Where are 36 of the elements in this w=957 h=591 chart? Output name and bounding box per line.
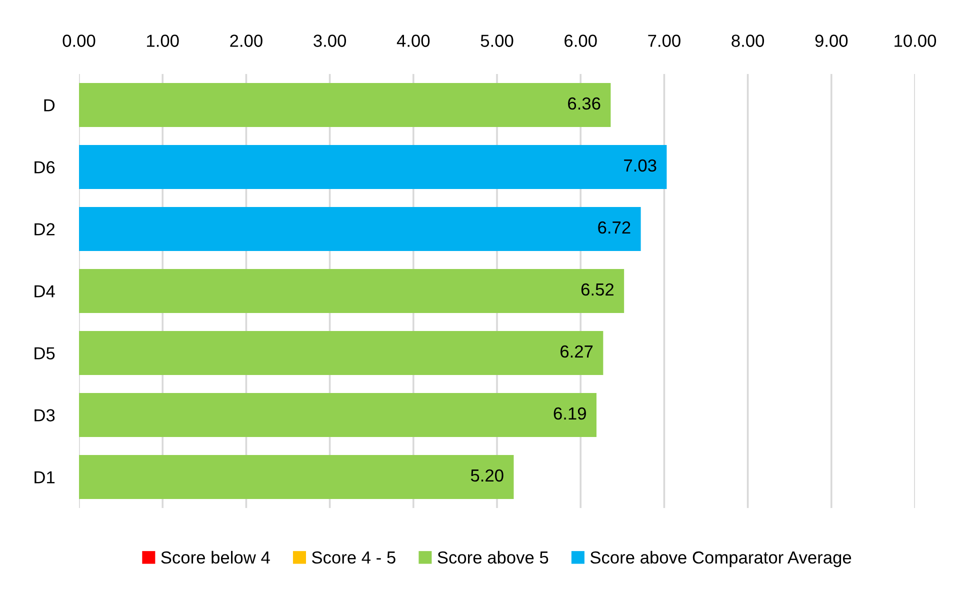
data-label: 6.27 — [560, 345, 593, 358]
bar — [79, 268, 624, 314]
bar — [79, 454, 514, 500]
y-tick-label: D6 — [34, 161, 55, 174]
y-tick-label: D3 — [34, 409, 55, 422]
legend-label: Score above 5 — [438, 550, 548, 564]
x-tick-label: 3.00 — [314, 34, 346, 47]
data-label: 6.19 — [554, 407, 586, 420]
bar — [79, 206, 641, 252]
y-tick-label: D — [44, 99, 55, 112]
x-tick-label: 0.00 — [62, 34, 96, 47]
legend-label: Score below 4 — [161, 550, 270, 564]
x-tick-label: 8.00 — [732, 34, 764, 47]
x-tick-label: 1.00 — [147, 34, 179, 47]
x-tick-label: 6.00 — [564, 34, 597, 47]
legend-label: Score above Comparator Average — [590, 550, 852, 568]
y-tick-label: D4 — [34, 285, 55, 298]
bar — [79, 82, 611, 128]
bar — [79, 392, 596, 438]
x-tick-label: 10.00 — [894, 34, 936, 47]
data-label: 6.72 — [598, 221, 630, 234]
data-label: 6.52 — [581, 283, 614, 296]
x-tick-label: 7.00 — [648, 34, 680, 47]
bar — [79, 330, 604, 376]
y-tick-label: D5 — [34, 347, 55, 360]
y-tick-label: D2 — [34, 223, 55, 236]
bar — [79, 144, 667, 190]
data-label: 5.20 — [470, 469, 504, 482]
data-label: 7.03 — [624, 159, 656, 172]
data-label: 6.36 — [568, 97, 600, 110]
x-tick-label: 4.00 — [396, 34, 430, 47]
x-tick-label: 5.00 — [480, 34, 514, 47]
x-tick-label: 2.00 — [230, 34, 262, 47]
y-tick-label: D1 — [34, 471, 55, 484]
x-tick-label: 9.00 — [815, 34, 848, 47]
legend-label: Score 4 - 5 — [312, 551, 396, 564]
